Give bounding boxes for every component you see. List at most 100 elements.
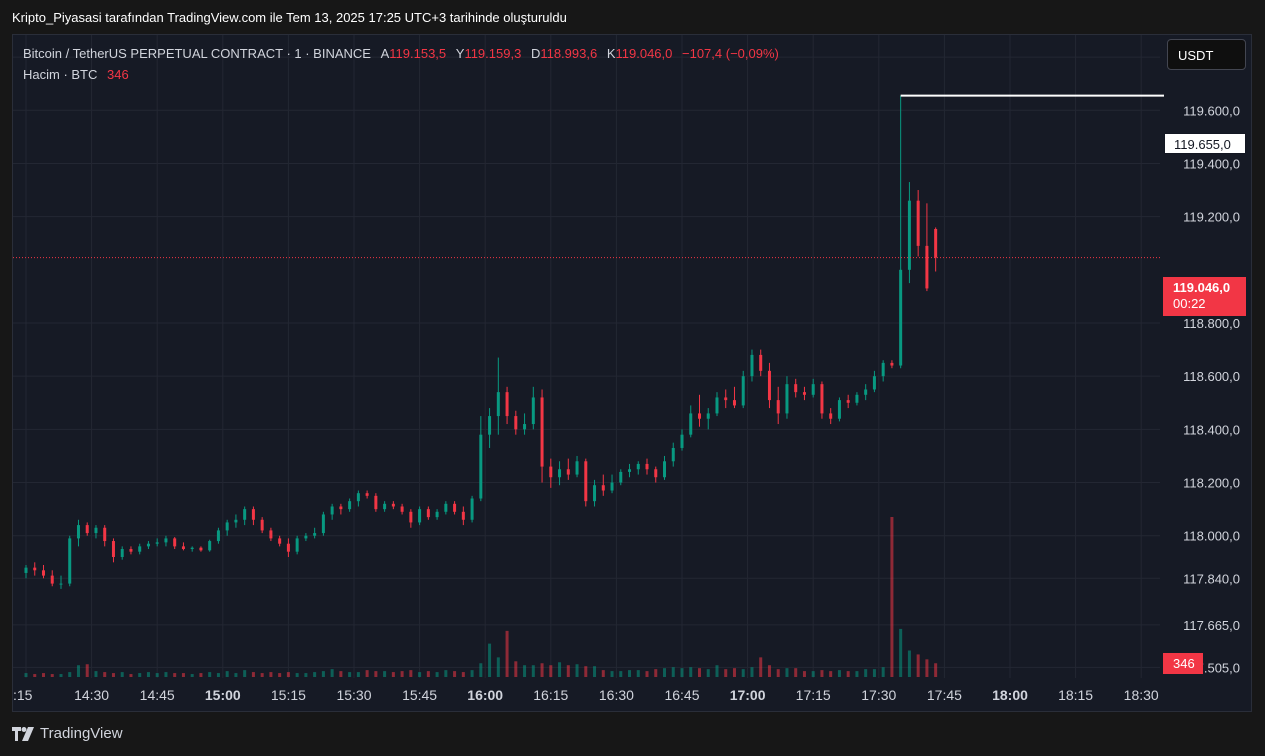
volume-bar: [706, 669, 710, 677]
volume-bar: [120, 672, 124, 677]
volume-bar: [199, 673, 203, 677]
candle-body: [636, 463, 640, 470]
candle-body: [811, 384, 815, 395]
candle-body: [890, 362, 894, 366]
volume-bars: [24, 517, 938, 677]
price-tick-label: 118.400,0: [1183, 422, 1240, 437]
volume-bar: [715, 665, 719, 677]
volume-bar: [41, 673, 45, 677]
candle-body: [575, 461, 579, 475]
price-lines: [13, 94, 1164, 259]
candle-body: [129, 549, 133, 552]
candle-body: [741, 376, 745, 406]
volume-label[interactable]: Hacim · BTC: [23, 67, 98, 82]
time-tick-label: :15: [13, 687, 33, 703]
volume-bar: [837, 670, 841, 677]
candle-body: [505, 392, 509, 417]
volume-bar: [479, 663, 483, 677]
candle-body: [785, 384, 789, 414]
volume-bar: [776, 669, 780, 677]
candle-body: [313, 533, 317, 536]
volume-bar: [514, 661, 518, 677]
volume-bar: [146, 672, 150, 677]
candle-body: [584, 461, 588, 502]
brand-name: TradingView: [40, 725, 123, 742]
candle-body: [697, 413, 701, 419]
candle-body: [173, 538, 177, 547]
candle-body: [418, 509, 422, 523]
volume-bar: [418, 672, 422, 677]
high-label: Y: [455, 46, 465, 61]
time-tick-label: 14:30: [74, 687, 109, 703]
volume-bar: [321, 671, 325, 677]
volume-bar: [864, 669, 868, 677]
candle-body: [164, 538, 168, 543]
candle-body: [776, 400, 780, 414]
volume-bar: [295, 673, 299, 677]
symbol-name[interactable]: Bitcoin / TetherUS PERPETUAL CONTRACT · …: [23, 46, 371, 61]
candle-body: [190, 547, 194, 550]
volume-bar: [802, 671, 806, 677]
volume-bar: [68, 672, 72, 677]
volume-bar: [759, 657, 763, 677]
price-tick-label: 118.600,0: [1183, 369, 1240, 384]
candle-body: [732, 400, 736, 406]
time-tick-label: 14:45: [140, 687, 175, 703]
candle-body: [523, 424, 527, 430]
candle-body: [899, 269, 903, 366]
volume-bar: [155, 673, 159, 677]
tradingview-logo[interactable]: TradingView: [12, 725, 123, 742]
candle-body: [558, 469, 562, 478]
candle-body: [496, 392, 500, 417]
volume-bar: [173, 673, 177, 677]
bar-countdown: 00:22: [1173, 296, 1206, 311]
price-tick-label: 118.200,0: [1183, 476, 1240, 491]
candle-body: [855, 394, 859, 403]
volume-bar: [890, 517, 894, 677]
candle-body: [199, 547, 203, 551]
price-tick-label: 118.800,0: [1183, 316, 1240, 331]
candle-body: [391, 503, 395, 507]
candle-body: [59, 583, 63, 585]
volume-bar: [907, 650, 911, 677]
chart-panel[interactable]: [12, 34, 1252, 712]
time-tick-label: 15:15: [271, 687, 306, 703]
volume-badge: 346: [1163, 653, 1203, 674]
time-tick-label: 17:15: [796, 687, 831, 703]
last-price-badge: 119.046,0 00:22: [1163, 277, 1246, 316]
volume-bar: [584, 666, 588, 677]
currency-button[interactable]: USDT: [1167, 39, 1246, 70]
candle-body: [767, 370, 771, 401]
candle-body: [94, 527, 98, 534]
volume-bar: [488, 643, 492, 677]
volume-bar: [304, 673, 308, 677]
close-label: K: [606, 46, 616, 61]
candle-body: [155, 542, 159, 544]
volume-bar: [24, 673, 28, 677]
candle-body: [794, 384, 798, 393]
candle-body: [304, 535, 308, 539]
candle-body: [269, 530, 273, 539]
volume-bar: [741, 669, 745, 677]
time-tick-label: 17:45: [927, 687, 962, 703]
volume-bar: [732, 668, 736, 677]
volume-bar: [663, 668, 667, 677]
volume-bar: [767, 665, 771, 677]
volume-bar: [899, 628, 903, 677]
open-value: 119.153,5: [389, 46, 447, 61]
candle-body: [706, 413, 710, 419]
price-tick-label: 119.400,0: [1183, 156, 1240, 171]
candle-body: [365, 493, 369, 496]
volume-bar: [689, 667, 693, 677]
volume-bar: [785, 668, 789, 677]
volume-bar: [496, 657, 500, 677]
candle-body: [120, 549, 124, 558]
volume-bar: [225, 671, 229, 677]
candle-body: [348, 501, 352, 510]
change-value: −107,4 (−0,09%): [682, 46, 779, 61]
tradingview-icon: [12, 726, 34, 741]
volume-value: 346: [107, 67, 129, 82]
symbol-legend: Bitcoin / TetherUS PERPETUAL CONTRACT · …: [23, 46, 779, 61]
candle-body: [216, 530, 220, 542]
